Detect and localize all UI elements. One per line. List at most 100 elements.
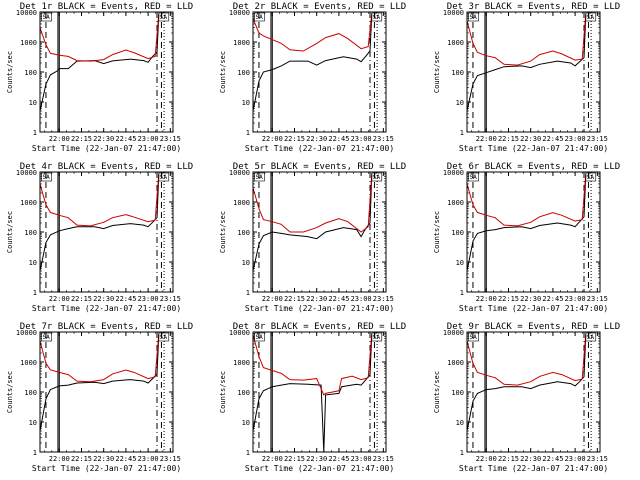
x-tick-label: 22:30 bbox=[306, 455, 327, 463]
x-tick-label: 23:15 bbox=[160, 135, 181, 143]
y-tick-label: 10 bbox=[456, 419, 464, 427]
plot-area bbox=[253, 332, 378, 452]
y-tick-label: 1 bbox=[33, 449, 37, 457]
y-tick-label: 10000 bbox=[16, 169, 37, 177]
x-tick-label: 22:15 bbox=[284, 135, 305, 143]
saa-flag: SA bbox=[470, 334, 478, 341]
x-axis-label: Start Time (22-Jan-07 21:47:00) bbox=[245, 304, 394, 313]
panel-title: Det 6r BLACK = Events, RED = LLD bbox=[447, 162, 620, 172]
x-tick-label: 22:30 bbox=[93, 455, 114, 463]
x-tick-label: 22:00 bbox=[49, 455, 70, 463]
x-tick-label: 23:00 bbox=[138, 295, 159, 303]
x-tick-label: 22:00 bbox=[262, 455, 283, 463]
x-tick-label: 22:00 bbox=[476, 135, 497, 143]
y-tick-label: 1 bbox=[460, 449, 464, 457]
y-axis-label: Counts/sec bbox=[433, 211, 441, 253]
saa-flag-box bbox=[371, 12, 383, 22]
saa-flag: SA bbox=[470, 174, 478, 181]
y-axis-label: Counts/sec bbox=[6, 211, 14, 253]
y-axis-label: Counts/sec bbox=[219, 371, 227, 413]
saa-flag-box bbox=[41, 12, 52, 22]
x-tick-label: 22:45 bbox=[328, 455, 349, 463]
saa-flag-box bbox=[371, 332, 383, 342]
y-tick-label: 1 bbox=[246, 289, 250, 297]
saa-flag: SA bbox=[587, 334, 595, 341]
y-tick-label: 10000 bbox=[443, 169, 464, 177]
x-tick-label: 23:00 bbox=[565, 455, 586, 463]
plot-frame bbox=[39, 171, 174, 293]
y-tick-label: 10000 bbox=[16, 9, 37, 17]
plot-frame bbox=[466, 331, 601, 453]
y-tick-label: 100 bbox=[451, 389, 464, 397]
saa-flag-box bbox=[158, 172, 170, 182]
x-tick-label: 23:00 bbox=[138, 135, 159, 143]
x-tick-label: 23:00 bbox=[351, 135, 372, 143]
plot-frame bbox=[252, 331, 387, 453]
panel-det-5: Det 5r BLACK = Events, RED = LLD Counts/s… bbox=[219, 162, 406, 313]
y-tick-label: 100 bbox=[24, 69, 37, 77]
x-tick-label: 22:15 bbox=[71, 135, 92, 143]
x-tick-label: 22:15 bbox=[71, 295, 92, 303]
y-tick-label: 10000 bbox=[229, 169, 250, 177]
y-tick-label: 1 bbox=[33, 289, 37, 297]
saa-flag-box bbox=[468, 12, 479, 22]
x-axis-label: Start Time (22-Jan-07 21:47:00) bbox=[245, 144, 394, 153]
x-tick-label: 22:45 bbox=[115, 135, 136, 143]
x-tick-label: 22:00 bbox=[476, 455, 497, 463]
saa-flag: SA bbox=[43, 14, 51, 21]
x-tick-label: 22:30 bbox=[93, 135, 114, 143]
panel-det-3: Det 3r BLACK = Events, RED = LLD Counts/s… bbox=[433, 2, 620, 153]
x-axis-label: Start Time (22-Jan-07 21:47:00) bbox=[32, 464, 181, 473]
panel-title: Det 7r BLACK = Events, RED = LLD bbox=[20, 322, 193, 332]
x-tick-label: 22:15 bbox=[498, 135, 519, 143]
x-tick-label: 22:45 bbox=[328, 295, 349, 303]
x-tick-label: 22:00 bbox=[262, 135, 283, 143]
x-tick-label: 22:45 bbox=[115, 295, 136, 303]
x-tick-label: 22:15 bbox=[284, 295, 305, 303]
y-axis-label: Counts/sec bbox=[433, 51, 441, 93]
y-tick-label: 1000 bbox=[20, 39, 37, 47]
saa-flag: SA bbox=[373, 14, 381, 21]
y-tick-label: 1000 bbox=[233, 39, 250, 47]
panel-det-2: Det 2r BLACK = Events, RED = LLD Counts/s… bbox=[219, 2, 406, 153]
x-tick-label: 23:15 bbox=[373, 455, 394, 463]
x-tick-label: 22:30 bbox=[93, 295, 114, 303]
plot-area bbox=[40, 332, 165, 452]
x-tick-label: 22:15 bbox=[498, 455, 519, 463]
saa-flag: SA bbox=[587, 174, 595, 181]
x-tick-label: 22:30 bbox=[306, 295, 327, 303]
x-tick-label: 22:30 bbox=[520, 295, 541, 303]
plot-frame bbox=[39, 331, 174, 453]
x-tick-label: 23:00 bbox=[565, 135, 586, 143]
x-axis-label: Start Time (22-Jan-07 21:47:00) bbox=[459, 304, 608, 313]
lld-series-line bbox=[40, 173, 160, 227]
y-tick-label: 100 bbox=[24, 389, 37, 397]
y-tick-label: 1 bbox=[460, 129, 464, 137]
x-tick-label: 23:15 bbox=[587, 295, 608, 303]
events-series-line bbox=[40, 14, 160, 112]
x-tick-label: 23:00 bbox=[351, 455, 372, 463]
lld-series-line bbox=[467, 333, 587, 386]
saa-flag-box bbox=[585, 172, 597, 182]
x-axis-label: Start Time (22-Jan-07 21:47:00) bbox=[245, 464, 394, 473]
x-tick-label: 22:30 bbox=[520, 135, 541, 143]
x-tick-label: 22:15 bbox=[284, 455, 305, 463]
events-series-line bbox=[253, 14, 373, 112]
events-series-line bbox=[40, 174, 160, 272]
panel-det-9: Det 9r BLACK = Events, RED = LLD Counts/s… bbox=[433, 322, 620, 473]
saa-flag-box bbox=[585, 332, 597, 342]
saa-flag: SA bbox=[373, 174, 381, 181]
saa-flag: SA bbox=[160, 334, 168, 341]
y-tick-label: 1000 bbox=[447, 39, 464, 47]
x-tick-label: 22:00 bbox=[476, 295, 497, 303]
lld-series-line bbox=[467, 13, 587, 66]
lld-series-line bbox=[40, 333, 160, 383]
y-tick-label: 1000 bbox=[20, 359, 37, 367]
lld-series-line bbox=[40, 13, 160, 62]
panel-title: Det 4r BLACK = Events, RED = LLD bbox=[20, 162, 193, 172]
saa-flag-box bbox=[158, 12, 170, 22]
panel-det-7: Det 7r BLACK = Events, RED = LLD Counts/s… bbox=[6, 322, 193, 473]
saa-flag: SA bbox=[160, 174, 168, 181]
y-tick-label: 10 bbox=[29, 259, 37, 267]
